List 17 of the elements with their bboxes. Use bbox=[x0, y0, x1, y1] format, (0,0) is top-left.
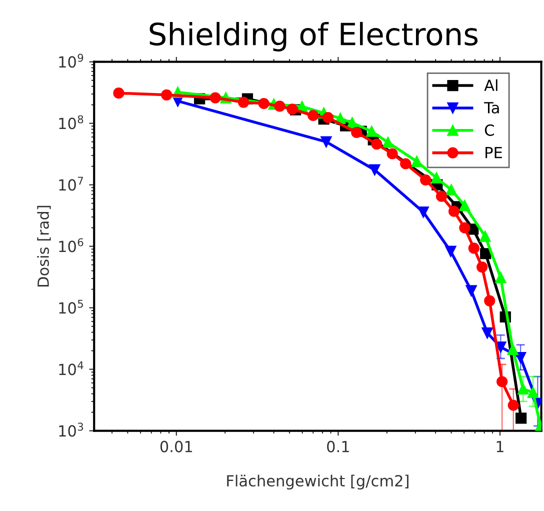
y-tick-label: 10$^{9}$ bbox=[59, 54, 84, 68]
x-tick-label: 1 bbox=[496, 440, 504, 452]
legend-label: Al bbox=[484, 79, 498, 91]
chart-title: Shielding of Electrons bbox=[150, 22, 478, 52]
y-axis-title: Dosis [rad] bbox=[37, 206, 51, 286]
y-tick-label: 10$^{6}$ bbox=[59, 238, 84, 252]
x-tick-label: 0.1 bbox=[327, 440, 349, 452]
y-tick-label: 10$^{7}$ bbox=[59, 176, 83, 191]
legend-label: PE bbox=[486, 147, 502, 158]
y-tick-label: 10$^{4}$ bbox=[59, 361, 84, 376]
y-tick-label: 10$^{3}$ bbox=[59, 422, 84, 437]
legend-label: Ta bbox=[484, 102, 499, 114]
y-tick-label: 10$^{8}$ bbox=[59, 115, 84, 130]
x-axis-title: Flächengewicht [g/cm2] bbox=[227, 474, 408, 490]
y-tick-label: 10$^{5}$ bbox=[59, 300, 83, 314]
legend-label: C bbox=[484, 124, 494, 136]
x-tick-label: 0.01 bbox=[160, 440, 192, 452]
